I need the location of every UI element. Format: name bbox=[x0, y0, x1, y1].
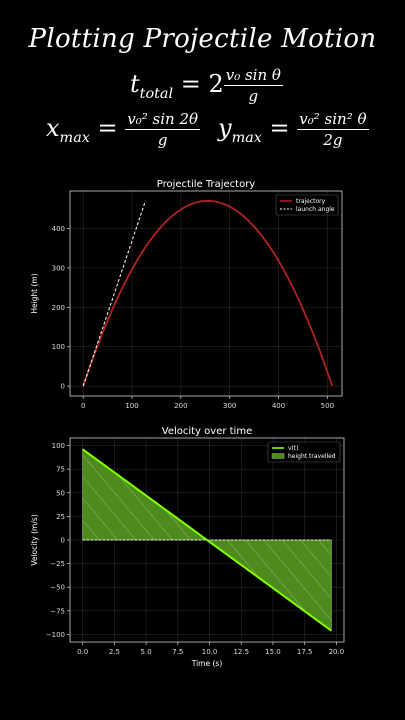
x-tick-label: 300 bbox=[223, 402, 236, 410]
legend-fill-swatch bbox=[271, 453, 285, 459]
x-tick-label: 500 bbox=[321, 402, 334, 410]
formula-t-sub: total bbox=[139, 85, 174, 102]
x-tick-label: 2.5 bbox=[109, 648, 120, 656]
formula-t-lhs: t bbox=[130, 70, 140, 98]
formula-t-den: g bbox=[248, 87, 259, 105]
x-tick-label: 17.5 bbox=[297, 648, 313, 656]
y-tick-label: 0 bbox=[61, 383, 65, 391]
y-tick-label: 300 bbox=[52, 264, 65, 272]
y-tick-label: 0 bbox=[61, 537, 65, 545]
formula-t-num: v₀ sin θ bbox=[223, 66, 283, 86]
formula-x-eq: = bbox=[89, 114, 126, 142]
launch-angle-line bbox=[82, 200, 146, 387]
plot-frame bbox=[69, 437, 345, 643]
y-tick-label: −25 bbox=[50, 560, 65, 568]
chart-title: Projectile Trajectory bbox=[157, 179, 256, 190]
y-tick-label: −50 bbox=[50, 584, 65, 592]
formula-y-sub: max bbox=[231, 129, 262, 146]
velocity-line bbox=[82, 448, 332, 632]
formula-y-fraction: v₀² sin² θ 2g bbox=[297, 110, 369, 149]
x-tick-label: 12.5 bbox=[233, 648, 249, 656]
x-tick-label: 5.0 bbox=[141, 648, 152, 656]
formula-y-den: 2g bbox=[323, 131, 343, 149]
legend-box bbox=[267, 441, 341, 463]
y-tick-label: 200 bbox=[52, 304, 65, 312]
x-tick-label: 20.0 bbox=[329, 648, 345, 656]
y-tick-label: 25 bbox=[56, 513, 65, 521]
legend-fill-label: height travelled bbox=[288, 453, 336, 460]
y-tick-label: 100 bbox=[52, 343, 65, 351]
x-tick-label: 0.0 bbox=[77, 648, 88, 656]
legend-launch-label: launch angle bbox=[296, 206, 335, 213]
x-tick-label: 15.0 bbox=[265, 648, 281, 656]
formula-y-num: v₀² sin² θ bbox=[297, 110, 369, 130]
formula-x-sub: max bbox=[59, 129, 90, 146]
page-heading: Plotting Projectile Motion bbox=[28, 24, 377, 54]
x-axis-label: Horizontal Distance (m) bbox=[161, 413, 250, 414]
y-axis-label: Velocity (m/s) bbox=[30, 514, 39, 565]
x-tick-label: 400 bbox=[272, 402, 285, 410]
velocity-chart: 0.0 2.5 5.0 7.5 10.0 12.5 15.0 17.5 20.0 100 75 50 2… bbox=[30, 426, 345, 668]
formula-x-den: g bbox=[157, 131, 168, 149]
formula-x-max: xmax = v₀² sin 2θ g bbox=[46, 110, 201, 149]
y-tick-label: 100 bbox=[52, 442, 65, 450]
y-axis-label: Height (m) bbox=[30, 273, 39, 313]
trajectory-chart: 0 100 200 300 400 500 0 100 200 300 400 Projectile … bbox=[30, 179, 343, 414]
formula-x-num: v₀² sin 2θ bbox=[125, 110, 201, 130]
x-tick-label: 200 bbox=[174, 402, 187, 410]
formula-y-max: ymax = v₀² sin² θ 2g bbox=[218, 110, 369, 149]
formula-t-eq: = 2 bbox=[173, 70, 224, 98]
x-tick-label: 0 bbox=[81, 402, 85, 410]
trajectory-line bbox=[82, 199, 334, 387]
legend-box bbox=[275, 194, 339, 216]
legend-trajectory-label: trajectory bbox=[296, 198, 326, 205]
x-tick-label: 10.0 bbox=[202, 648, 218, 656]
y-tick-label: −100 bbox=[46, 631, 65, 639]
formula-y-lhs: y bbox=[218, 114, 232, 142]
x-axis-label: Time (s) bbox=[191, 659, 223, 668]
chart-title: Velocity over time bbox=[162, 426, 252, 437]
x-tick-label: 7.5 bbox=[172, 648, 183, 656]
y-tick-label: −75 bbox=[50, 607, 65, 615]
plot-frame bbox=[69, 190, 343, 397]
formula-y-eq: = bbox=[261, 114, 298, 142]
formula-x-fraction: v₀² sin 2θ g bbox=[125, 110, 201, 149]
y-tick-label: 50 bbox=[56, 489, 65, 497]
y-tick-label: 400 bbox=[52, 225, 65, 233]
legend-velocity-label: v(t) bbox=[288, 445, 299, 452]
y-tick-label: 75 bbox=[56, 466, 65, 474]
formula-x-lhs: x bbox=[46, 114, 60, 142]
x-tick-label: 100 bbox=[125, 402, 138, 410]
